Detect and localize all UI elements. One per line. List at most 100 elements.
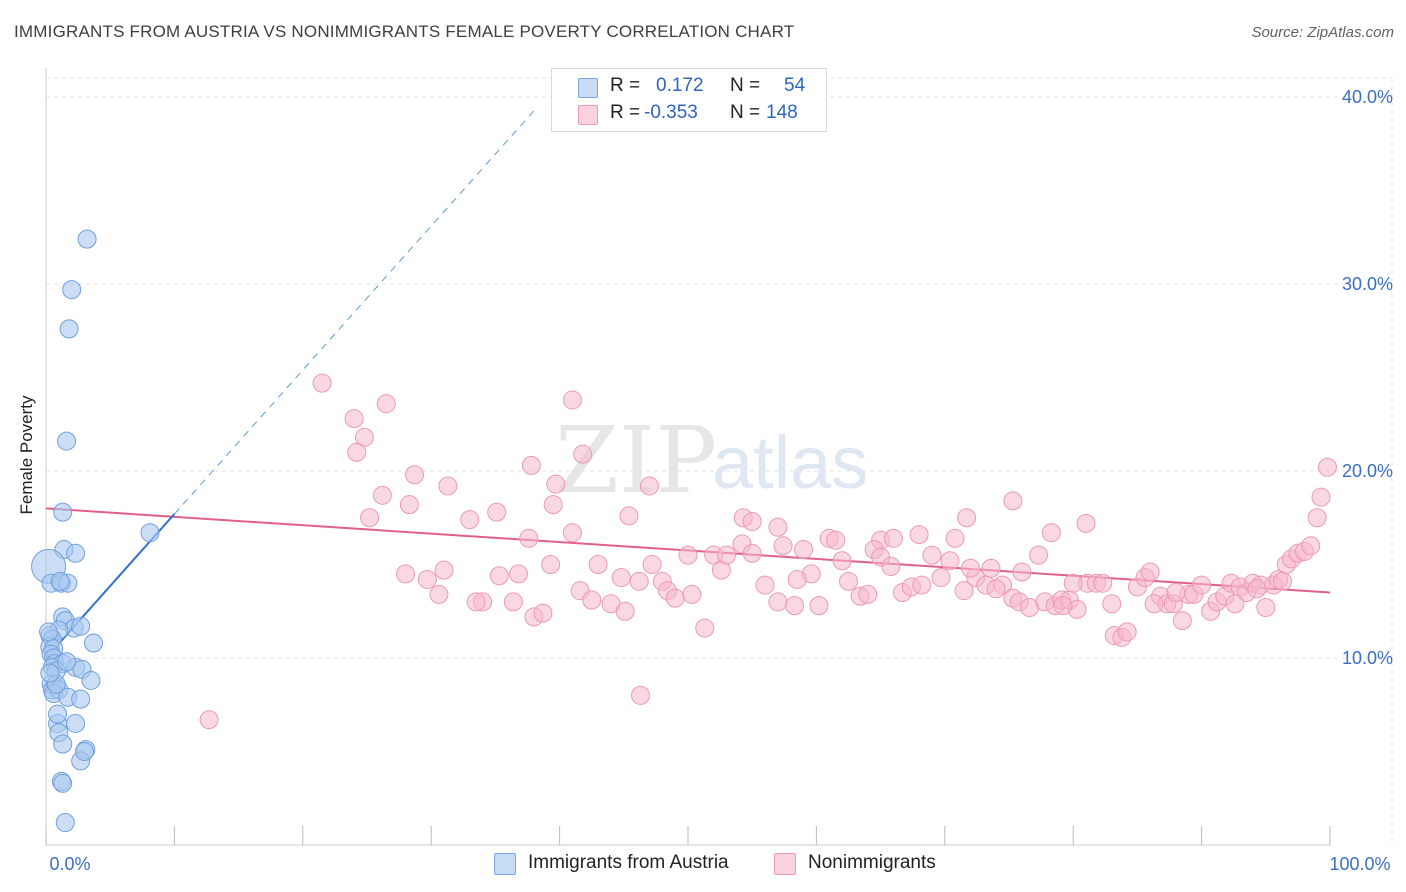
y-tick-label: 40.0% <box>1342 87 1393 107</box>
point-austria <box>66 543 86 563</box>
point-austria <box>53 734 73 754</box>
point-nonimmigrants <box>1317 457 1337 477</box>
point-nonimmigrants <box>588 555 608 574</box>
point-nonimmigrants <box>611 568 631 588</box>
point-nonimmigrants <box>981 558 1001 578</box>
stats-r-label: R = <box>610 75 641 96</box>
watermark: ZIP atlas <box>555 407 868 514</box>
point-austria <box>57 652 77 672</box>
point-nonimmigrants <box>562 523 582 543</box>
point-nonimmigrants <box>832 551 852 571</box>
point-nonimmigrants <box>1041 523 1061 543</box>
point-nonimmigrants <box>521 455 541 475</box>
stats-swatch-austria <box>578 78 598 98</box>
point-nonimmigrants <box>717 545 737 565</box>
points <box>31 229 1337 833</box>
point-austria <box>81 670 101 690</box>
legend-swatch-nonimmigrants <box>774 853 796 875</box>
stats-swatch-nonimmigrants <box>578 105 598 125</box>
point-nonimmigrants <box>466 592 486 612</box>
stats-r-label: R = <box>610 102 641 123</box>
stats-r-value: 0.172 <box>656 75 704 96</box>
point-nonimmigrants <box>582 590 602 610</box>
point-nonimmigrants <box>1140 562 1160 582</box>
point-nonimmigrants <box>768 592 788 612</box>
legend-swatch-austria <box>494 853 516 875</box>
y-tick-label: 20.0% <box>1342 461 1393 481</box>
point-austria <box>40 663 60 683</box>
tick-labels: 10.0% 20.0% 30.0% 40.0% 0.0% 100.0% <box>49 87 1393 874</box>
point-nonimmigrants <box>1307 508 1327 528</box>
point-nonimmigrants <box>487 502 507 522</box>
point-nonimmigrants <box>1063 573 1083 593</box>
point-nonimmigrants <box>1225 594 1245 614</box>
legend-item-nonimmigrants[interactable]: Nonimmigrants <box>774 852 974 876</box>
point-nonimmigrants <box>957 508 977 528</box>
point-nonimmigrants <box>1172 611 1192 631</box>
point-nonimmigrants <box>940 551 960 571</box>
point-nonimmigrants <box>619 506 639 526</box>
point-nonimmigrants <box>1144 594 1164 614</box>
point-nonimmigrants <box>665 588 685 608</box>
point-nonimmigrants <box>1301 536 1321 556</box>
point-nonimmigrants <box>678 545 698 565</box>
point-nonimmigrants <box>1093 573 1113 593</box>
point-nonimmigrants <box>541 555 561 574</box>
point-nonimmigrants <box>347 442 367 462</box>
point-nonimmigrants <box>809 596 829 616</box>
point-nonimmigrants <box>533 603 553 623</box>
point-nonimmigrants <box>360 508 380 528</box>
point-austria <box>71 689 91 709</box>
point-nonimmigrants <box>1256 598 1276 618</box>
legend-label-austria: Immigrants from Austria <box>528 852 729 873</box>
axes <box>45 68 1331 846</box>
point-nonimmigrants <box>399 495 419 515</box>
point-austria <box>55 813 75 833</box>
stats-n-label: N = <box>730 75 761 96</box>
point-nonimmigrants <box>742 511 762 531</box>
point-nonimmigrants <box>372 485 392 505</box>
point-nonimmigrants <box>1117 622 1137 642</box>
point-austria <box>84 633 104 653</box>
point-nonimmigrants <box>438 476 458 496</box>
stats-row-nonimmigrants: R = -0.353 N = 148 <box>552 100 826 127</box>
stats-row-austria: R = 0.172 N = 54 <box>552 73 826 100</box>
stats-n-label: N = <box>730 102 761 123</box>
point-nonimmigrants <box>642 555 662 574</box>
point-nonimmigrants <box>1076 513 1096 533</box>
point-nonimmigrants <box>509 564 529 584</box>
point-nonimmigrants <box>312 373 332 393</box>
point-nonimmigrants <box>434 560 454 580</box>
point-nonimmigrants <box>615 601 635 621</box>
stats-n-value: 148 <box>766 102 798 123</box>
point-nonimmigrants <box>787 569 807 589</box>
point-nonimmigrants <box>960 558 980 578</box>
legend-item-austria[interactable]: Immigrants from Austria <box>494 852 754 876</box>
point-nonimmigrants <box>1012 562 1032 582</box>
point-nonimmigrants <box>573 444 593 464</box>
point-nonimmigrants <box>1053 596 1073 616</box>
point-nonimmigrants <box>931 568 951 588</box>
point-austria <box>50 571 70 591</box>
point-nonimmigrants <box>630 685 650 705</box>
point-nonimmigrants <box>755 575 775 595</box>
point-austria <box>140 523 160 543</box>
chart-title: IMMIGRANTS FROM AUSTRIA VS NONIMMIGRANTS… <box>14 22 795 41</box>
point-nonimmigrants <box>199 710 219 730</box>
point-austria <box>66 713 86 733</box>
point-nonimmigrants <box>839 571 858 591</box>
point-nonimmigrants <box>945 528 965 548</box>
point-nonimmigrants <box>909 525 929 545</box>
point-nonimmigrants <box>1247 579 1267 599</box>
point-nonimmigrants <box>1166 583 1186 603</box>
y-tick-label: 10.0% <box>1342 648 1393 668</box>
point-nonimmigrants <box>354 427 374 447</box>
point-nonimmigrants <box>794 540 814 560</box>
point-austria <box>39 622 59 642</box>
point-nonimmigrants <box>639 476 659 496</box>
point-nonimmigrants <box>881 556 901 576</box>
point-nonimmigrants <box>489 566 509 586</box>
point-nonimmigrants <box>883 528 903 548</box>
point-nonimmigrants <box>460 510 480 530</box>
